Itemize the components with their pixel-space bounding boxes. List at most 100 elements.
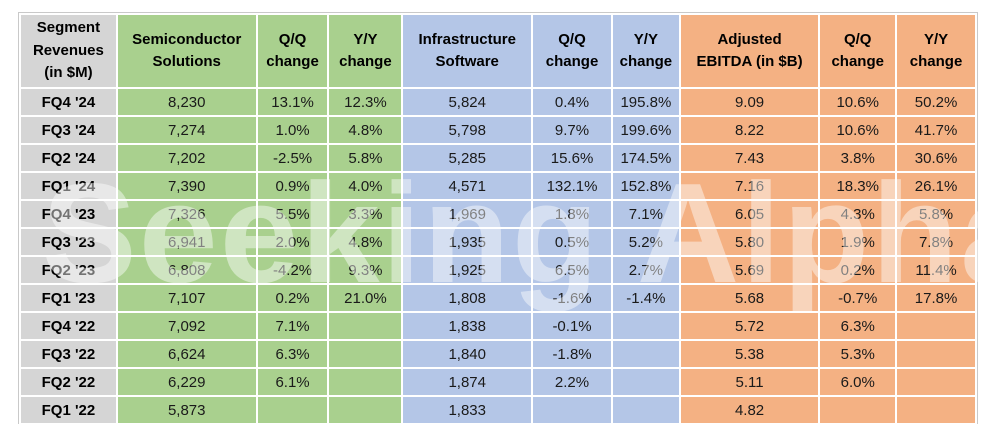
semiconductor-yy-change-cell: 4.8% bbox=[329, 229, 402, 255]
quarter-label: FQ2 '23 bbox=[21, 257, 116, 283]
ebitda-qq-change-cell: 6.3% bbox=[820, 313, 896, 339]
infrastructure-qq-change-cell: 9.7% bbox=[533, 117, 611, 143]
semiconductor-yy-change-cell: 9.3% bbox=[329, 257, 402, 283]
infrastructure-qq-change-cell: -1.6% bbox=[533, 285, 611, 311]
ebitda-qq-change-cell: 10.6% bbox=[820, 117, 896, 143]
infrastructure-revenue-cell: 1,838 bbox=[403, 313, 532, 339]
semiconductor-qq-change-cell: -4.2% bbox=[257, 257, 328, 283]
ebitda-value-cell: 5.72 bbox=[680, 313, 819, 339]
quarter-label: FQ2 '24 bbox=[21, 145, 116, 171]
infrastructure-revenue-cell: 1,935 bbox=[403, 229, 532, 255]
ebitda-value-cell: 9.09 bbox=[680, 89, 819, 115]
ebitda-qq-change-cell: 4.3% bbox=[820, 201, 896, 227]
semiconductor-qq-change-cell: 0.9% bbox=[257, 173, 328, 199]
segment-revenues-table: Segment Revenues (in $M) Semiconductor S… bbox=[18, 12, 978, 424]
ebitda-yy-change-cell: 17.8% bbox=[897, 285, 975, 311]
ebitda-qq-change-cell: -0.7% bbox=[820, 285, 896, 311]
ebitda-yy-change-cell bbox=[897, 369, 975, 395]
quarter-label: FQ2 '22 bbox=[21, 369, 116, 395]
table-row: FQ1 '24 7,390 0.9% 4.0% 4,571 132.1% 152… bbox=[21, 173, 975, 199]
column-header-ebitda-yy-change: Y/Y change bbox=[897, 15, 975, 87]
column-header-infrastructure-software: Infrastructure Software bbox=[403, 15, 532, 87]
semiconductor-yy-change-cell: 4.8% bbox=[329, 117, 402, 143]
ebitda-yy-change-cell bbox=[897, 341, 975, 367]
semiconductor-qq-change-cell: -2.5% bbox=[257, 145, 328, 171]
infrastructure-revenue-cell: 1,833 bbox=[403, 397, 532, 423]
ebitda-value-cell: 5.80 bbox=[680, 229, 819, 255]
table-row: FQ2 '24 7,202 -2.5% 5.8% 5,285 15.6% 174… bbox=[21, 145, 975, 171]
semiconductor-revenue-cell: 7,326 bbox=[117, 201, 256, 227]
infrastructure-yy-change-cell: 199.6% bbox=[612, 117, 679, 143]
table-row: FQ1 '22 5,873 1,833 4.82 bbox=[21, 397, 975, 423]
column-header-semiconductor-solutions: Semiconductor Solutions bbox=[117, 15, 256, 87]
quarter-label: FQ1 '24 bbox=[21, 173, 116, 199]
infrastructure-qq-change-cell: 132.1% bbox=[533, 173, 611, 199]
infrastructure-yy-change-cell bbox=[612, 313, 679, 339]
infrastructure-qq-change-cell: 6.5% bbox=[533, 257, 611, 283]
semiconductor-qq-change-cell: 6.3% bbox=[257, 341, 328, 367]
quarter-label: FQ3 '24 bbox=[21, 117, 116, 143]
infrastructure-qq-change-cell: 2.2% bbox=[533, 369, 611, 395]
infrastructure-qq-change-cell: 1.8% bbox=[533, 201, 611, 227]
infrastructure-revenue-cell: 5,824 bbox=[403, 89, 532, 115]
table-body: FQ4 '24 8,230 13.1% 12.3% 5,824 0.4% 195… bbox=[21, 89, 975, 423]
infrastructure-revenue-cell: 4,571 bbox=[403, 173, 532, 199]
infrastructure-revenue-cell: 1,925 bbox=[403, 257, 532, 283]
column-header-ebitda-qq-change: Q/Q change bbox=[820, 15, 896, 87]
ebitda-value-cell: 8.22 bbox=[680, 117, 819, 143]
table-row: FQ4 '24 8,230 13.1% 12.3% 5,824 0.4% 195… bbox=[21, 89, 975, 115]
table-row: FQ2 '22 6,229 6.1% 1,874 2.2% 5.11 6.0% bbox=[21, 369, 975, 395]
infrastructure-qq-change-cell bbox=[533, 397, 611, 423]
infrastructure-qq-change-cell: 15.6% bbox=[533, 145, 611, 171]
ebitda-value-cell: 5.68 bbox=[680, 285, 819, 311]
infrastructure-revenue-cell: 5,285 bbox=[403, 145, 532, 171]
table-row: FQ3 '23 6,941 2.0% 4.8% 1,935 0.5% 5.2% … bbox=[21, 229, 975, 255]
header-row: Segment Revenues (in $M) Semiconductor S… bbox=[21, 15, 975, 87]
ebitda-qq-change-cell: 1.9% bbox=[820, 229, 896, 255]
semiconductor-revenue-cell: 8,230 bbox=[117, 89, 256, 115]
semiconductor-qq-change-cell: 1.0% bbox=[257, 117, 328, 143]
ebitda-value-cell: 4.82 bbox=[680, 397, 819, 423]
ebitda-qq-change-cell bbox=[820, 397, 896, 423]
infrastructure-yy-change-cell bbox=[612, 341, 679, 367]
corner-header-segment-revenues: Segment Revenues (in $M) bbox=[21, 15, 116, 87]
ebitda-qq-change-cell: 6.0% bbox=[820, 369, 896, 395]
ebitda-yy-change-cell bbox=[897, 313, 975, 339]
column-header-infrastructure-yy-change: Y/Y change bbox=[612, 15, 679, 87]
infrastructure-yy-change-cell: 174.5% bbox=[612, 145, 679, 171]
infrastructure-yy-change-cell: 2.7% bbox=[612, 257, 679, 283]
ebitda-value-cell: 6.05 bbox=[680, 201, 819, 227]
infrastructure-qq-change-cell: 0.5% bbox=[533, 229, 611, 255]
semiconductor-revenue-cell: 7,202 bbox=[117, 145, 256, 171]
infrastructure-revenue-cell: 1,969 bbox=[403, 201, 532, 227]
infrastructure-yy-change-cell bbox=[612, 369, 679, 395]
semiconductor-qq-change-cell: 2.0% bbox=[257, 229, 328, 255]
ebitda-yy-change-cell: 5.8% bbox=[897, 201, 975, 227]
ebitda-value-cell: 5.69 bbox=[680, 257, 819, 283]
infrastructure-qq-change-cell: -0.1% bbox=[533, 313, 611, 339]
column-header-semiconductor-qq-change: Q/Q change bbox=[257, 15, 328, 87]
ebitda-yy-change-cell: 50.2% bbox=[897, 89, 975, 115]
infrastructure-yy-change-cell: 5.2% bbox=[612, 229, 679, 255]
infrastructure-yy-change-cell: 195.8% bbox=[612, 89, 679, 115]
semiconductor-yy-change-cell: 4.0% bbox=[329, 173, 402, 199]
ebitda-qq-change-cell: 3.8% bbox=[820, 145, 896, 171]
infrastructure-yy-change-cell: -1.4% bbox=[612, 285, 679, 311]
infrastructure-yy-change-cell: 152.8% bbox=[612, 173, 679, 199]
semiconductor-yy-change-cell: 21.0% bbox=[329, 285, 402, 311]
semiconductor-yy-change-cell bbox=[329, 341, 402, 367]
ebitda-qq-change-cell: 10.6% bbox=[820, 89, 896, 115]
ebitda-qq-change-cell: 5.3% bbox=[820, 341, 896, 367]
table-row: FQ3 '22 6,624 6.3% 1,840 -1.8% 5.38 5.3% bbox=[21, 341, 975, 367]
table-row: FQ4 '23 7,326 5.5% 3.3% 1,969 1.8% 7.1% … bbox=[21, 201, 975, 227]
quarter-label: FQ4 '24 bbox=[21, 89, 116, 115]
infrastructure-revenue-cell: 1,808 bbox=[403, 285, 532, 311]
ebitda-yy-change-cell: 7.8% bbox=[897, 229, 975, 255]
ebitda-yy-change-cell: 41.7% bbox=[897, 117, 975, 143]
ebitda-value-cell: 5.11 bbox=[680, 369, 819, 395]
quarter-label: FQ3 '22 bbox=[21, 341, 116, 367]
semiconductor-revenue-cell: 7,092 bbox=[117, 313, 256, 339]
ebitda-value-cell: 5.38 bbox=[680, 341, 819, 367]
semiconductor-yy-change-cell bbox=[329, 397, 402, 423]
